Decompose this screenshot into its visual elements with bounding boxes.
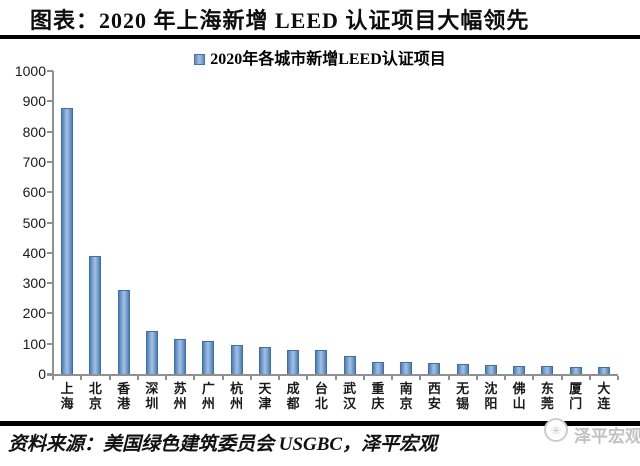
legend-label: 2020年各城市新增LEED认证项目 <box>210 51 446 68</box>
bar <box>174 339 187 374</box>
x-category-label: 南京 <box>399 381 413 411</box>
bar <box>428 363 441 374</box>
footer-divider <box>0 421 640 426</box>
bar <box>230 345 243 374</box>
title-divider <box>0 35 640 39</box>
x-tick <box>475 376 478 380</box>
y-tick <box>47 312 53 315</box>
plot-area: 0 100 200 300 400 500 600 700 800 900 1000 上海北京香港深圳… <box>14 63 619 411</box>
figure-title: 图表：2020 年上海新增 LEED 认证项目大幅领先 <box>30 8 530 33</box>
x-category-label: 西安 <box>427 381 441 411</box>
x-tick <box>617 376 619 380</box>
x-tick <box>560 376 563 380</box>
x-category-label: 深圳 <box>145 381 159 411</box>
bar <box>89 256 102 374</box>
x-category-label: 沈阳 <box>484 381 498 411</box>
y-tick <box>47 191 53 194</box>
y-axis <box>52 71 54 376</box>
bar <box>258 347 271 374</box>
x-tick <box>419 376 422 380</box>
y-tick <box>47 160 53 163</box>
legend-swatch-icon <box>194 54 206 65</box>
bar <box>484 365 497 374</box>
x-tick <box>52 376 54 380</box>
bar <box>61 108 74 374</box>
y-tick <box>47 342 53 345</box>
x-tick <box>306 376 309 380</box>
bar <box>315 350 328 374</box>
brand-name: 泽平宏观 <box>574 427 640 446</box>
brand-logo-icon: ✳ <box>544 418 568 442</box>
bar <box>456 364 469 374</box>
x-tick <box>447 376 450 380</box>
bar <box>287 350 300 374</box>
y-tick-label: 600 <box>22 184 46 201</box>
y-tick-label: 1000 <box>14 63 46 79</box>
x-tick <box>278 376 280 380</box>
x-tick <box>391 376 393 380</box>
x-tick <box>108 376 111 380</box>
brand-watermark: ✳ 泽平宏观 <box>544 416 640 450</box>
y-tick-label: 100 <box>22 335 46 352</box>
bar <box>400 362 413 374</box>
y-tick-label: 300 <box>22 275 46 292</box>
y-tick <box>47 373 53 375</box>
x-category-label: 厦门 <box>569 381 583 411</box>
x-category-label: 大连 <box>597 381 611 411</box>
x-tick <box>221 376 224 380</box>
x-axis <box>47 374 618 376</box>
bar <box>371 362 384 374</box>
x-category-label: 佛山 <box>512 381 526 411</box>
bar <box>202 341 215 374</box>
x-category-label: 武汉 <box>343 381 357 411</box>
bar <box>541 366 554 374</box>
x-category-label: 杭州 <box>230 381 244 411</box>
x-tick <box>165 376 167 380</box>
x-category-label: 台北 <box>314 381 328 411</box>
y-tick <box>47 221 53 224</box>
x-category-label: 上海 <box>60 381 74 411</box>
x-tick <box>80 376 83 380</box>
bar <box>117 290 130 374</box>
y-tick-label: 500 <box>22 214 46 231</box>
y-tick <box>47 100 53 103</box>
x-tick <box>136 376 139 380</box>
x-category-label: 无锡 <box>456 381 470 411</box>
y-tick-label: 700 <box>22 153 46 170</box>
y-tick-label: 800 <box>22 123 46 140</box>
bar <box>569 367 582 374</box>
y-tick-label: 900 <box>22 93 46 110</box>
y-tick <box>47 70 53 72</box>
bar <box>513 366 526 374</box>
x-tick <box>588 376 591 380</box>
x-category-label: 广州 <box>201 381 215 411</box>
y-tick <box>47 130 53 133</box>
x-tick <box>504 376 506 380</box>
x-tick <box>334 376 337 380</box>
x-category-label: 重庆 <box>371 381 385 411</box>
x-category-label: 天津 <box>258 381 272 411</box>
y-tick <box>47 282 53 285</box>
x-category-label: 香港 <box>117 381 131 411</box>
source-note: 资料来源：美国绿色建筑委员会 USGBC，泽平宏观 <box>8 434 438 455</box>
y-tick-label: 0 <box>38 366 46 382</box>
bar <box>145 331 158 374</box>
x-category-label: 北京 <box>88 381 102 411</box>
x-category-label: 苏州 <box>173 381 187 411</box>
x-tick <box>193 376 196 380</box>
x-category-label: 东莞 <box>540 381 554 411</box>
x-tick <box>532 376 535 380</box>
y-tick-label: 400 <box>22 244 46 261</box>
y-tick-label: 200 <box>22 305 46 322</box>
x-tick <box>362 376 365 380</box>
chart-legend: 2020年各城市新增LEED认证项目 <box>0 45 640 69</box>
bar <box>343 356 356 374</box>
x-tick <box>249 376 252 380</box>
y-tick <box>47 251 53 254</box>
x-category-label: 成都 <box>286 381 300 411</box>
bar <box>597 367 610 374</box>
